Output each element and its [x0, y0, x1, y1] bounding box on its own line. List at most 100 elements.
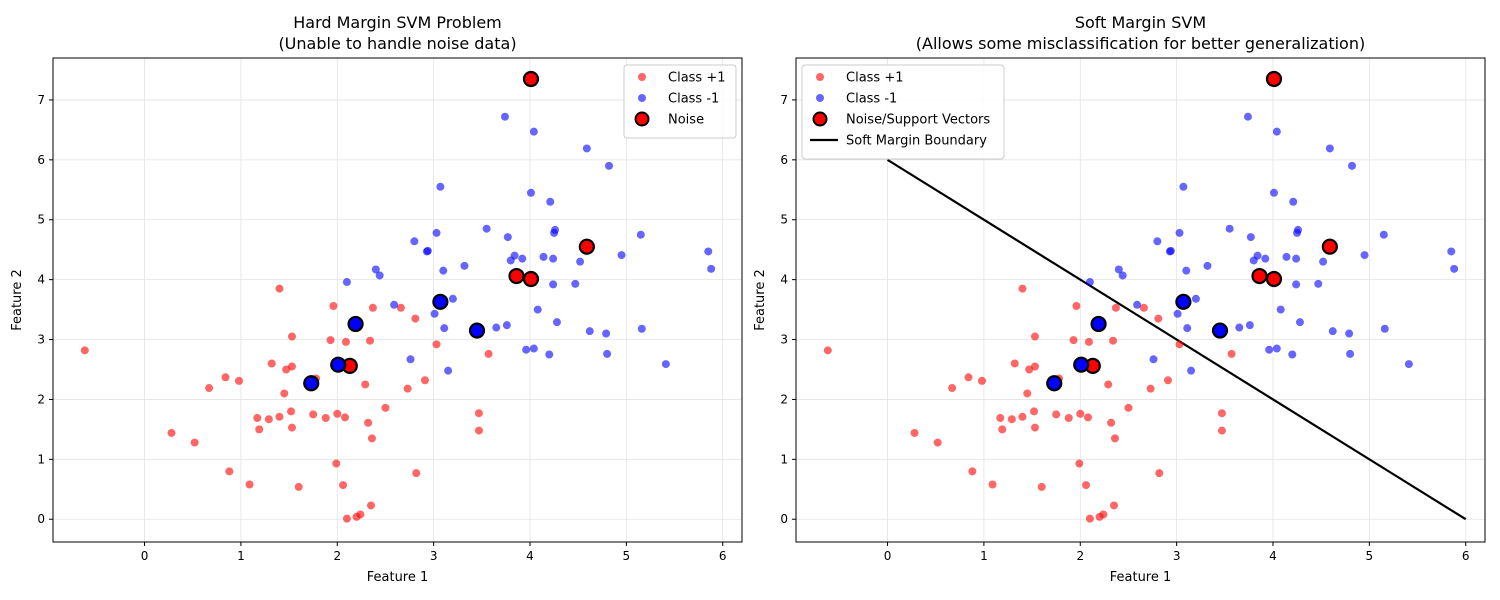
class-pos-point: [368, 303, 377, 312]
class-neg-point: [571, 279, 580, 288]
class-pos-point: [264, 415, 273, 424]
class-neg-point: [545, 350, 554, 359]
noise-point: [347, 315, 364, 333]
class-pos-point: [474, 409, 483, 418]
chart-subtitle: (Unable to handle noise data): [278, 34, 516, 53]
class-neg-point: [546, 197, 555, 206]
plot-frame: [52, 57, 743, 543]
chart-subtitle: (Allows some misclassification for bette…: [916, 34, 1365, 53]
class-pos-point: [364, 418, 373, 427]
class-pos-point: [412, 469, 421, 478]
y-tick-label: 1: [780, 452, 788, 466]
class-pos-point: [1217, 426, 1226, 435]
class-neg-point: [1314, 279, 1323, 288]
x-tick-label: 6: [719, 549, 727, 563]
chart-title: Soft Margin SVM: [1075, 13, 1206, 32]
class-neg-point: [529, 344, 538, 353]
class-neg-point: [1404, 360, 1413, 369]
legend-dot-swatch: [638, 94, 646, 102]
class-pos-point: [361, 380, 370, 389]
class-pos-point: [1007, 415, 1016, 424]
class-pos-point: [80, 346, 89, 355]
class-pos-point: [1175, 340, 1184, 349]
class-neg-point: [551, 225, 560, 234]
class-neg-point: [1225, 224, 1234, 233]
class-pos-point: [339, 481, 348, 490]
y-tick-label: 7: [780, 93, 788, 107]
x-tick-label: 0: [884, 549, 892, 563]
legend-noise-swatch: [812, 111, 828, 127]
class-neg-point: [439, 266, 448, 275]
x-tick-label: 5: [623, 549, 631, 563]
class-pos-point: [309, 410, 318, 419]
class-neg-point: [430, 309, 439, 318]
class-pos-point: [1146, 384, 1155, 393]
class-pos-point: [1163, 376, 1172, 385]
class-neg-point: [602, 329, 611, 338]
class-neg-point: [1282, 252, 1291, 261]
x-tick-label: 4: [1269, 549, 1277, 563]
chart-panel-2: 0 1 2 3 4 5 6 0 1 2 3 4 5 6 7 Soft Margin SVM (Allows so…: [753, 13, 1486, 585]
class-neg-point: [637, 324, 646, 333]
class-neg-point: [1289, 197, 1298, 206]
class-pos-point: [432, 340, 441, 349]
class-pos-point: [367, 501, 375, 510]
noise-point: [522, 70, 540, 88]
class-pos-point: [245, 480, 254, 489]
class-neg-point: [1294, 225, 1303, 234]
plot-area: [823, 70, 1467, 523]
class-neg-point: [533, 305, 542, 314]
class-pos-point: [367, 434, 376, 443]
class-neg-point: [460, 261, 469, 270]
class-pos-point: [234, 376, 243, 385]
class-neg-point: [1187, 366, 1196, 375]
class-pos-point: [1052, 410, 1061, 419]
class-neg-point: [526, 188, 535, 197]
class-neg-point: [1265, 345, 1274, 354]
class-pos-point: [287, 332, 296, 341]
class-neg-point: [1179, 182, 1188, 191]
y-axis-label: Feature 2: [753, 269, 768, 331]
legend-label: Noise: [668, 113, 704, 128]
x-tick-label: 3: [1173, 549, 1181, 563]
class-pos-point: [287, 407, 296, 416]
x-tick-label: 2: [1076, 549, 1084, 563]
class-pos-point: [1083, 413, 1092, 422]
class-pos-point: [933, 438, 942, 447]
class-pos-point: [1104, 380, 1113, 389]
class-neg-point: [1450, 264, 1459, 273]
class-pos-point: [968, 467, 977, 476]
class-neg-point: [482, 224, 491, 233]
class-pos-point: [287, 362, 296, 371]
y-tick-label: 0: [780, 512, 788, 526]
chart-title: Hard Margin SVM Problem: [293, 13, 502, 32]
class-neg-point: [1203, 261, 1212, 270]
class-pos-point: [253, 414, 262, 423]
class-pos-point: [1072, 301, 1081, 310]
noise-point: [1321, 238, 1338, 255]
plot-area: [80, 70, 716, 523]
y-tick-label: 1: [37, 452, 45, 466]
legend-label: Noise/Support Vectors: [846, 113, 990, 128]
class-neg-point: [1114, 265, 1123, 274]
class-pos-point: [205, 384, 214, 393]
class-neg-point: [552, 318, 561, 327]
y-tick-label: 3: [780, 333, 788, 347]
class-pos-point: [420, 376, 429, 385]
y-tick-label: 2: [37, 392, 45, 406]
class-pos-point: [167, 428, 176, 437]
y-tick-label: 5: [37, 213, 45, 227]
class-neg-point: [1166, 246, 1175, 255]
noise-point: [1073, 356, 1090, 373]
class-pos-point: [190, 438, 199, 447]
legend-dot-swatch: [816, 94, 824, 102]
noise-point: [1265, 70, 1283, 88]
class-pos-point: [1030, 362, 1039, 371]
class-neg-point: [503, 233, 512, 242]
class-pos-point: [275, 412, 284, 421]
class-pos-point: [221, 373, 230, 382]
noise-point: [432, 293, 449, 310]
class-pos-point: [287, 423, 296, 432]
class-neg-point: [1243, 112, 1252, 121]
class-pos-point: [1084, 337, 1093, 346]
